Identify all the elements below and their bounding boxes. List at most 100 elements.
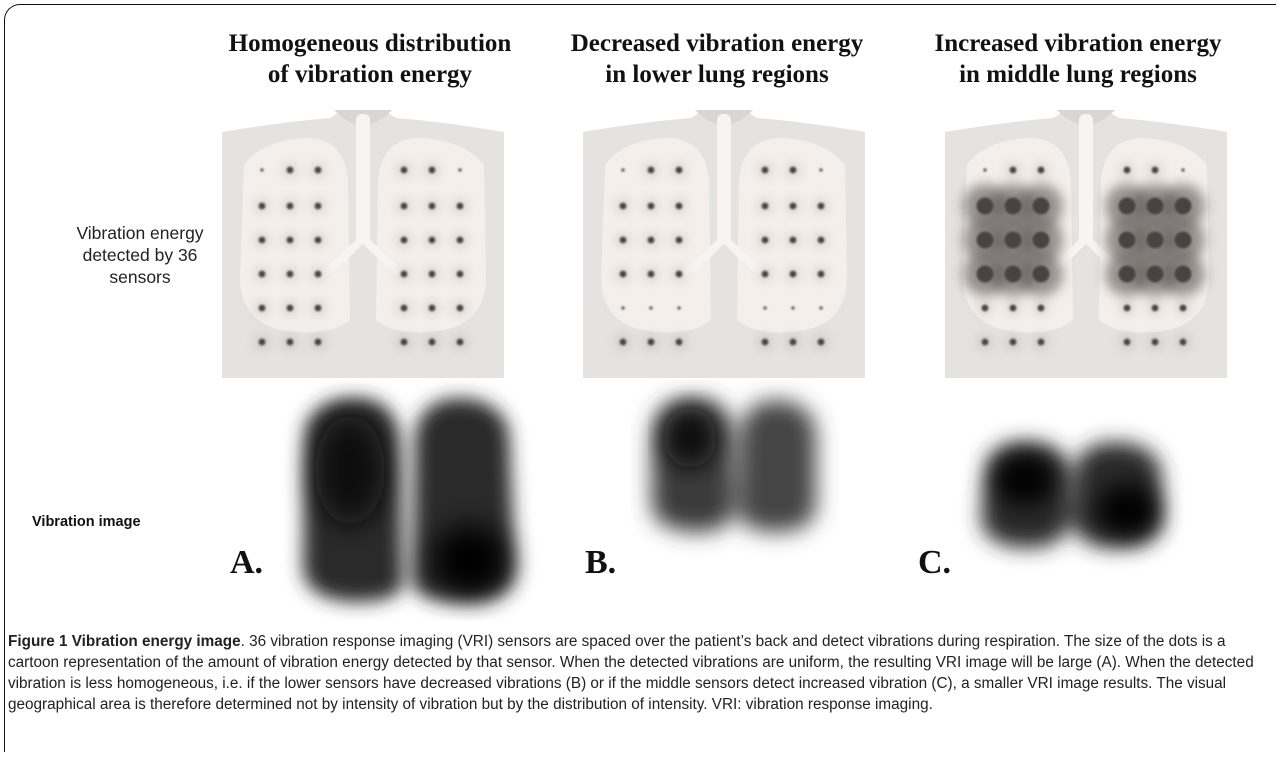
sensor-dot	[1151, 166, 1159, 174]
sensor-dot	[1004, 265, 1022, 283]
vibration-image-row-label: Vibration image	[32, 514, 141, 530]
sensor-dot	[763, 306, 767, 310]
sensor-dot	[1009, 166, 1017, 174]
panel-b-vri-image	[652, 398, 816, 532]
panel-a-torso-sensors	[222, 110, 504, 378]
sensor-dot	[314, 236, 322, 244]
sensor-dot	[258, 202, 266, 210]
bronchi	[683, 234, 765, 276]
panel-c-letter: C.	[918, 544, 952, 581]
sensor-dot	[1009, 338, 1017, 346]
figure-caption: Figure 1 Vibration energy image. 36 vibr…	[8, 631, 1270, 715]
sensor-dot	[258, 304, 266, 312]
sensor-dot	[428, 236, 436, 244]
sensor-dot	[314, 166, 322, 174]
sensor-dot	[1032, 265, 1050, 283]
caption-title: Figure 1 Vibration energy image	[8, 633, 241, 650]
sensor-dot	[286, 338, 294, 346]
sensor-dot	[819, 306, 823, 310]
panel-c-torso-sensors	[945, 110, 1227, 378]
sensor-dot	[675, 270, 683, 278]
sensor-dot	[400, 236, 408, 244]
sensor-dot	[1146, 231, 1164, 249]
sensor-dot	[1032, 197, 1050, 215]
sensor-dot	[675, 202, 683, 210]
sensor-dot	[1037, 338, 1045, 346]
sensor-dot	[619, 236, 627, 244]
sensor-dot	[456, 338, 464, 346]
sensor-dot	[1004, 231, 1022, 249]
sensor-dot	[1174, 197, 1192, 215]
sensor-dot	[456, 202, 464, 210]
figure-frame	[4, 4, 1276, 752]
sensor-dot	[677, 306, 681, 310]
sensor-dot	[1123, 166, 1131, 174]
sensor-dot	[619, 202, 627, 210]
sensor-dot	[647, 270, 655, 278]
sensor-dot	[619, 270, 627, 278]
sensor-dot	[314, 270, 322, 278]
sensor-dot	[981, 338, 989, 346]
sensor-dot	[675, 338, 683, 346]
sensor-dot	[983, 168, 987, 172]
sensors-row-label: Vibration energy detected by 36 sensors	[30, 222, 250, 288]
sensor-dot	[761, 166, 769, 174]
sensor-dot	[286, 304, 294, 312]
sensor-dot	[1146, 197, 1164, 215]
sensor-dot	[761, 338, 769, 346]
sensor-dot	[789, 338, 797, 346]
sensor-dot	[789, 236, 797, 244]
left-lung	[240, 138, 350, 333]
sensor-dot	[400, 166, 408, 174]
caption-text: . 36 vibration response imaging (VRI) se…	[8, 633, 1254, 713]
sensor-dot	[458, 168, 462, 172]
sensor-dot	[1118, 231, 1136, 249]
sensor-dot	[1009, 304, 1017, 312]
panel-a-title: Homogeneous distribution of vibration en…	[220, 28, 520, 90]
sensor-dot	[314, 338, 322, 346]
sensor-dot	[1118, 265, 1136, 283]
sensor-dot	[1037, 304, 1045, 312]
sensor-dot	[258, 270, 266, 278]
sensor-dot	[286, 202, 294, 210]
sensor-dot	[619, 338, 627, 346]
sensor-dot	[1123, 338, 1131, 346]
panel-c-title-line2: in middle lung regions	[959, 61, 1197, 88]
panel-b-letter: B.	[585, 544, 617, 581]
left-lung	[601, 138, 711, 333]
bronchi	[322, 234, 404, 276]
sensor-dot	[314, 202, 322, 210]
sensor-dot	[456, 270, 464, 278]
sensor-dot	[428, 338, 436, 346]
sensor-dot	[1179, 338, 1187, 346]
panel-c-title-line1: Increased vibration energy	[934, 30, 1222, 57]
sensor-dot	[819, 168, 823, 172]
sensors-row-label-line1: Vibration energy	[76, 223, 204, 243]
sensor-dot	[428, 202, 436, 210]
sensor-dot	[456, 236, 464, 244]
sensor-dot	[286, 166, 294, 174]
trachea	[717, 114, 731, 244]
sensor-dot	[400, 270, 408, 278]
panel-a-letter: A.	[230, 544, 264, 581]
panel-b-title-line2: in lower lung regions	[605, 61, 829, 88]
sensors-row-label-line3: sensors	[109, 267, 171, 287]
panel-c-title: Increased vibration energy in middle lun…	[928, 28, 1228, 90]
sensor-dot	[1032, 231, 1050, 249]
sensor-dot	[400, 202, 408, 210]
sensor-dot	[647, 202, 655, 210]
sensor-dot	[428, 304, 436, 312]
panel-b-title: Decreased vibration energy in lower lung…	[567, 28, 867, 90]
sensor-dot	[621, 168, 625, 172]
sensor-dot	[817, 338, 825, 346]
sensor-grid	[963, 164, 1205, 348]
sensor-dot	[647, 166, 655, 174]
panel-c-vri-image	[981, 442, 1163, 548]
sensor-dot	[1004, 197, 1022, 215]
sensor-dot	[761, 236, 769, 244]
sensor-dot	[789, 202, 797, 210]
sensor-dot	[1118, 197, 1136, 215]
sensor-dot	[647, 338, 655, 346]
sensor-dot	[791, 306, 795, 310]
sensor-dot	[428, 270, 436, 278]
